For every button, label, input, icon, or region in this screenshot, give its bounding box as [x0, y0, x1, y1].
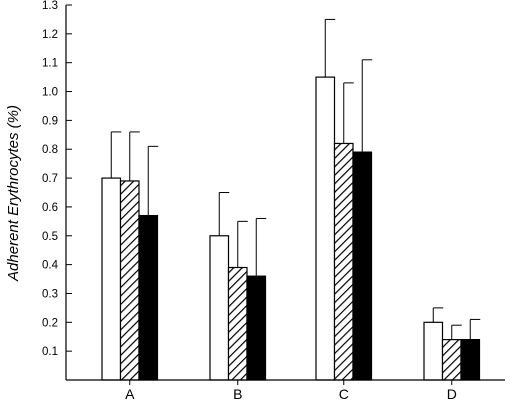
- bar-hatched-B: [227, 266, 248, 381]
- y-tick-label: 0.6: [42, 202, 58, 214]
- y-axis-ticks: 0.1 0.2 0.3 0.4 0.5 0.6 0.7 0.8 0.9 1.0 1.1 1.2 1.3: [42, 0, 72, 358]
- x-tick-label: D: [447, 386, 457, 402]
- bar-hatched-A: [119, 180, 140, 381]
- y-tick-label: 0.8: [42, 144, 58, 156]
- error-bars: [110, 18, 481, 340]
- x-tick-label: A: [125, 386, 135, 402]
- x-tick-label: B: [233, 386, 242, 402]
- y-tick-label: 1.1: [42, 58, 58, 70]
- y-tick-label: 0.5: [42, 231, 58, 243]
- bar-solid-A: [138, 214, 159, 381]
- bars: [101, 76, 481, 381]
- y-tick-label: 0.1: [42, 346, 58, 358]
- y-tick-label: 0.2: [42, 317, 58, 329]
- bar-hatched-D: [441, 339, 462, 381]
- y-tick-label: 0.9: [42, 115, 58, 127]
- bar-open-D: [423, 321, 444, 381]
- y-axis-label: Adherent Erythrocytes (%): [5, 105, 22, 282]
- bar-open-C: [315, 76, 336, 381]
- bar-solid-B: [246, 275, 267, 381]
- y-tick-label: 1.3: [42, 0, 58, 12]
- y-tick-label: 0.7: [42, 173, 58, 185]
- bar-solid-D: [460, 339, 481, 381]
- bar-solid-C: [352, 151, 373, 381]
- bar-open-B: [209, 235, 230, 381]
- bar-hatched-C: [333, 142, 354, 381]
- y-tick-label: 0.4: [42, 260, 59, 272]
- y-tick-label: 1.0: [42, 87, 58, 99]
- bar-open-A: [101, 177, 122, 381]
- y-tick-label: 1.2: [42, 29, 58, 41]
- x-axis-labels: A B C D: [125, 380, 457, 402]
- x-tick-label: C: [339, 386, 349, 402]
- y-tick-label: 0.3: [42, 288, 58, 300]
